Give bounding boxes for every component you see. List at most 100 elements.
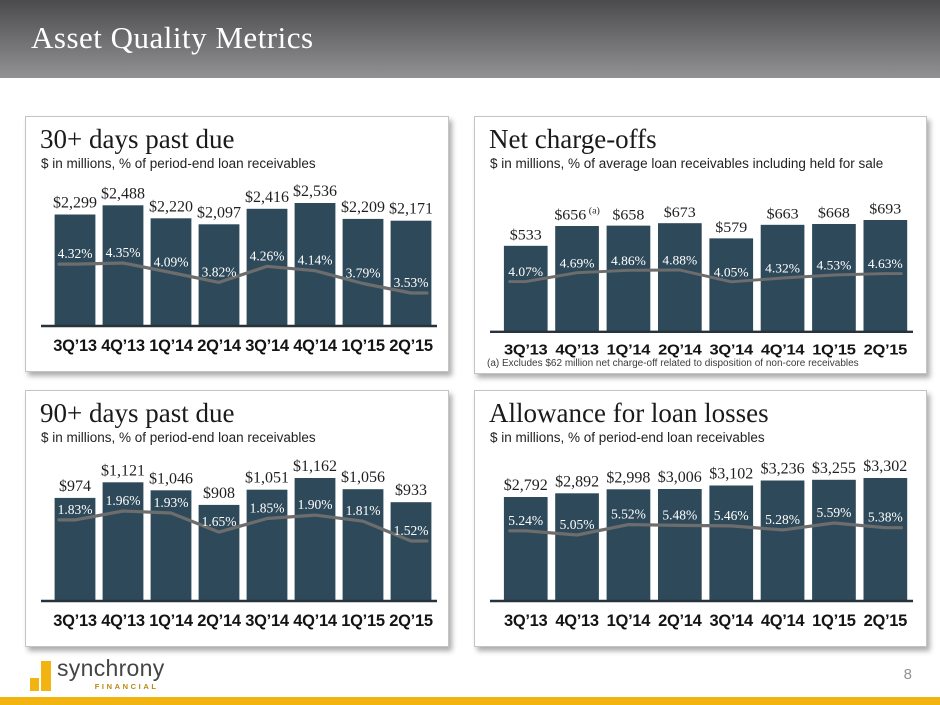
bar — [390, 502, 432, 601]
bar — [342, 489, 384, 601]
bar-pct-label: 4.32% — [58, 246, 93, 261]
bar — [555, 226, 599, 332]
chart-panel-90-days-past-due: 90+ days past due $ in millions, % of pe… — [25, 390, 449, 647]
page-number: 8 — [903, 666, 912, 683]
bar-pct-label: 1.90% — [298, 497, 333, 512]
category-label: 4Q’13 — [555, 342, 599, 358]
chart-subtitle: $ in millions, % of period-end loan rece… — [41, 430, 316, 446]
trend-line — [57, 261, 429, 295]
category-label: 3Q’14 — [245, 612, 290, 630]
bar-value-label: $2,209 — [341, 199, 385, 216]
category-label: 2Q’14 — [197, 337, 242, 355]
bar — [246, 489, 288, 601]
bar — [294, 478, 336, 601]
chart-panel-30-days-past-due: 30+ days past due $ in millions, % of pe… — [25, 116, 449, 372]
category-label: 4Q’14 — [761, 612, 806, 630]
bar-pct-label: 4.09% — [154, 255, 189, 270]
bar-value-label: $693 — [869, 201, 901, 217]
chart-subtitle: $ in millions, % of period-end loan rece… — [41, 156, 316, 172]
category-label: 2Q’14 — [197, 612, 242, 630]
category-label: 2Q’15 — [864, 612, 908, 630]
bar — [294, 203, 336, 326]
bar-line-chart-allowance: $2,792 5.24% 3Q’13 $2,892 5.05% 4Q’13 $2,998 5.… — [490, 458, 913, 630]
category-label: 4Q’14 — [293, 337, 338, 355]
category-label: 2Q’14 — [658, 612, 703, 630]
category-label: 2Q’15 — [864, 342, 908, 358]
bar-pct-label: 4.32% — [765, 262, 800, 275]
bar-line-chart-90-days: $974 1.83% 3Q’13 $1,121 1.96% 4Q’13 $1,046 1.93… — [41, 458, 437, 630]
category-label: 1Q’15 — [341, 612, 385, 630]
bar-pct-label: 1.93% — [154, 495, 189, 510]
bar-pct-label: 3.82% — [202, 264, 237, 279]
bar — [709, 485, 754, 601]
bar-pct-label: 5.24% — [508, 513, 543, 528]
category-label: 1Q’15 — [812, 612, 856, 630]
bar-value-label: $2,097 — [197, 204, 241, 221]
bar-pct-label: 1.52% — [394, 523, 429, 538]
bar-pct-label: 4.53% — [816, 259, 851, 272]
bar-value-label: $3,236 — [761, 461, 805, 478]
category-label: 3Q’14 — [709, 342, 753, 358]
bar — [503, 245, 548, 332]
bar-pct-label: 5.52% — [611, 507, 646, 522]
bar-value-label: $2,171 — [389, 201, 433, 218]
slide-header: Asset Quality Metrics — [0, 0, 940, 78]
category-label: 1Q’14 — [149, 337, 194, 355]
bar-pct-label: 5.46% — [714, 508, 749, 523]
bar-pct-label: 1.85% — [250, 501, 285, 516]
chart-subtitle: $ in millions, % of period-end loan rece… — [490, 430, 765, 446]
bar-value-label: $1,121 — [101, 462, 145, 479]
bar-pct-label: 3.79% — [346, 266, 381, 281]
bar-pct-label: 4.26% — [250, 248, 285, 263]
bar — [555, 493, 599, 601]
category-label: 1Q’14 — [149, 612, 194, 630]
bar-pct-label: 4.69% — [560, 257, 595, 270]
bar-value-label: $663 — [767, 206, 799, 222]
bar — [606, 489, 651, 601]
bar-value-label: $3,006 — [658, 469, 702, 486]
bar-value-label: $3,302 — [863, 458, 907, 475]
bar-value-label: $2,998 — [606, 469, 650, 486]
category-label: 3Q’13 — [53, 337, 97, 355]
bar-value-label: $2,416 — [245, 189, 289, 206]
bar-pct-label: 1.81% — [346, 503, 381, 518]
bar-pct-label: 4.88% — [662, 254, 697, 267]
category-label: 1Q’14 — [607, 342, 651, 358]
synchrony-logo: synchrony FINANCIAL — [30, 657, 165, 691]
category-label: 2Q’14 — [658, 342, 702, 358]
chart-title: Allowance for loan losses — [489, 398, 769, 428]
bar-pct-label: 5.05% — [560, 517, 595, 532]
bar-pct-label: 5.28% — [765, 512, 800, 527]
chart-title: 90+ days past due — [40, 398, 235, 428]
bar — [54, 214, 96, 326]
category-label: 2Q’15 — [389, 337, 433, 355]
category-label: 1Q’15 — [812, 342, 856, 358]
bar — [812, 224, 856, 332]
category-label: 1Q’15 — [341, 337, 385, 355]
bar-pct-label: 1.83% — [58, 502, 93, 517]
logo-bar-short-icon — [30, 678, 39, 691]
bar-value-label: $3,102 — [709, 466, 753, 483]
bar — [760, 480, 805, 601]
bar-value-label: $1,051 — [245, 470, 289, 487]
category-label: 3Q’14 — [245, 337, 290, 355]
bar — [503, 497, 548, 601]
bar-value-label: $908 — [203, 485, 235, 502]
bar — [863, 478, 908, 601]
bar-pct-label: 3.53% — [394, 275, 429, 290]
bar-pct-label: 4.07% — [508, 266, 543, 279]
bar — [198, 504, 240, 601]
bar — [812, 479, 856, 601]
bar-pct-label: 4.35% — [106, 245, 141, 260]
category-label: 2Q’15 — [389, 612, 433, 630]
category-label: 4Q’14 — [293, 612, 338, 630]
bar-pct-label: 4.14% — [298, 253, 333, 268]
trend-line — [57, 509, 429, 543]
bar — [54, 497, 96, 601]
bar-value-label: $3,255 — [812, 460, 856, 477]
category-label: 4Q’13 — [555, 612, 599, 630]
bar-value-label: $2,299 — [53, 195, 97, 212]
bar-value-label: $2,220 — [149, 198, 193, 215]
bar-value-label: $2,892 — [555, 473, 599, 490]
